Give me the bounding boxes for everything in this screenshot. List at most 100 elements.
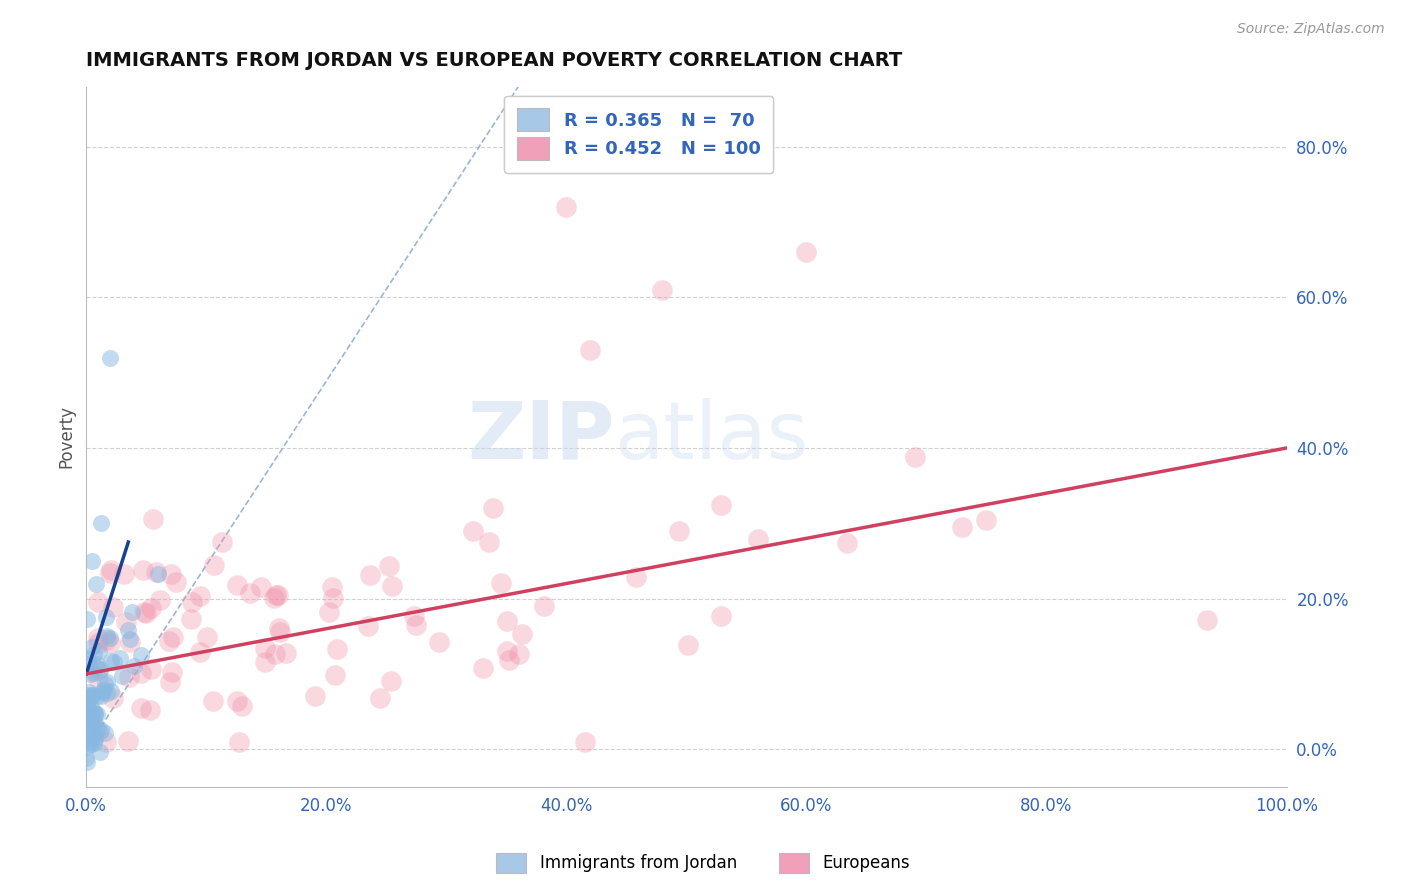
- Point: [98, 351, 121, 365]
- Point: [112, 566, 135, 581]
- Point: [263, 591, 285, 605]
- Point: [132, 606, 155, 620]
- Point: [533, 599, 555, 614]
- Point: [82, 688, 104, 702]
- Point: [80, 710, 103, 724]
- Point: [478, 534, 501, 549]
- Point: [84, 706, 107, 721]
- Point: [96, 685, 118, 699]
- Point: [321, 581, 343, 595]
- Point: [87, 673, 110, 687]
- Point: [359, 568, 381, 582]
- Point: [381, 579, 404, 593]
- Point: [323, 667, 346, 681]
- Point: [142, 511, 165, 525]
- Point: [574, 734, 596, 748]
- Point: [162, 631, 184, 645]
- Point: [89, 746, 111, 760]
- Point: [80, 716, 103, 731]
- Point: [676, 638, 699, 652]
- Point: [160, 665, 183, 679]
- Point: [139, 600, 162, 615]
- Point: [950, 520, 973, 534]
- Point: [276, 646, 298, 660]
- Point: [145, 565, 167, 579]
- Point: [76, 699, 98, 714]
- Point: [165, 574, 187, 589]
- Point: [90, 723, 112, 737]
- Point: [211, 535, 233, 549]
- Legend: Immigrants from Jordan, Europeans: Immigrants from Jordan, Europeans: [489, 847, 917, 880]
- Point: [149, 593, 172, 607]
- Point: [368, 691, 391, 706]
- Point: [76, 755, 98, 769]
- Point: [94, 633, 117, 648]
- Point: [100, 563, 122, 577]
- Point: [710, 609, 733, 624]
- Legend: R = 0.365   N =  70, R = 0.452   N = 100: R = 0.365 N = 70, R = 0.452 N = 100: [505, 95, 773, 173]
- Point: [269, 621, 291, 635]
- Point: [264, 588, 287, 602]
- Point: [90, 516, 112, 531]
- Point: [82, 554, 104, 568]
- Point: [87, 595, 110, 609]
- Point: [98, 566, 121, 581]
- Point: [86, 689, 108, 703]
- Point: [579, 343, 602, 357]
- Point: [83, 647, 105, 661]
- Point: [231, 699, 253, 714]
- Point: [357, 619, 380, 633]
- Point: [122, 659, 145, 673]
- Text: ZIP: ZIP: [467, 398, 614, 475]
- Point: [76, 721, 98, 735]
- Point: [75, 750, 97, 764]
- Point: [103, 655, 125, 669]
- Point: [253, 641, 276, 656]
- Point: [76, 702, 98, 716]
- Point: [118, 670, 141, 684]
- Point: [747, 533, 769, 547]
- Point: [83, 705, 105, 719]
- Point: [79, 723, 101, 737]
- Point: [135, 606, 157, 620]
- Point: [463, 524, 485, 538]
- Point: [94, 610, 117, 624]
- Point: [121, 605, 143, 619]
- Point: [380, 674, 402, 689]
- Point: [201, 693, 224, 707]
- Point: [84, 720, 107, 734]
- Point: [76, 721, 98, 735]
- Point: [100, 655, 122, 669]
- Point: [100, 684, 122, 698]
- Point: [710, 499, 733, 513]
- Point: [157, 633, 180, 648]
- Point: [228, 734, 250, 748]
- Point: [405, 618, 427, 632]
- Point: [96, 674, 118, 689]
- Point: [326, 641, 349, 656]
- Point: [82, 640, 104, 655]
- Point: [77, 692, 100, 706]
- Point: [77, 685, 100, 699]
- Point: [624, 570, 647, 584]
- Y-axis label: Poverty: Poverty: [58, 405, 75, 468]
- Point: [491, 576, 513, 591]
- Point: [180, 612, 202, 626]
- Point: [651, 283, 673, 297]
- Point: [84, 731, 107, 746]
- Point: [77, 690, 100, 705]
- Point: [269, 624, 291, 639]
- Point: [253, 655, 276, 669]
- Point: [555, 200, 578, 214]
- Point: [76, 739, 98, 754]
- Point: [90, 690, 112, 704]
- Point: [402, 609, 425, 624]
- Point: [837, 536, 859, 550]
- Point: [80, 737, 103, 751]
- Point: [120, 635, 142, 649]
- Point: [160, 566, 183, 581]
- Point: [132, 563, 155, 577]
- Point: [94, 725, 117, 739]
- Point: [86, 706, 108, 721]
- Point: [87, 631, 110, 645]
